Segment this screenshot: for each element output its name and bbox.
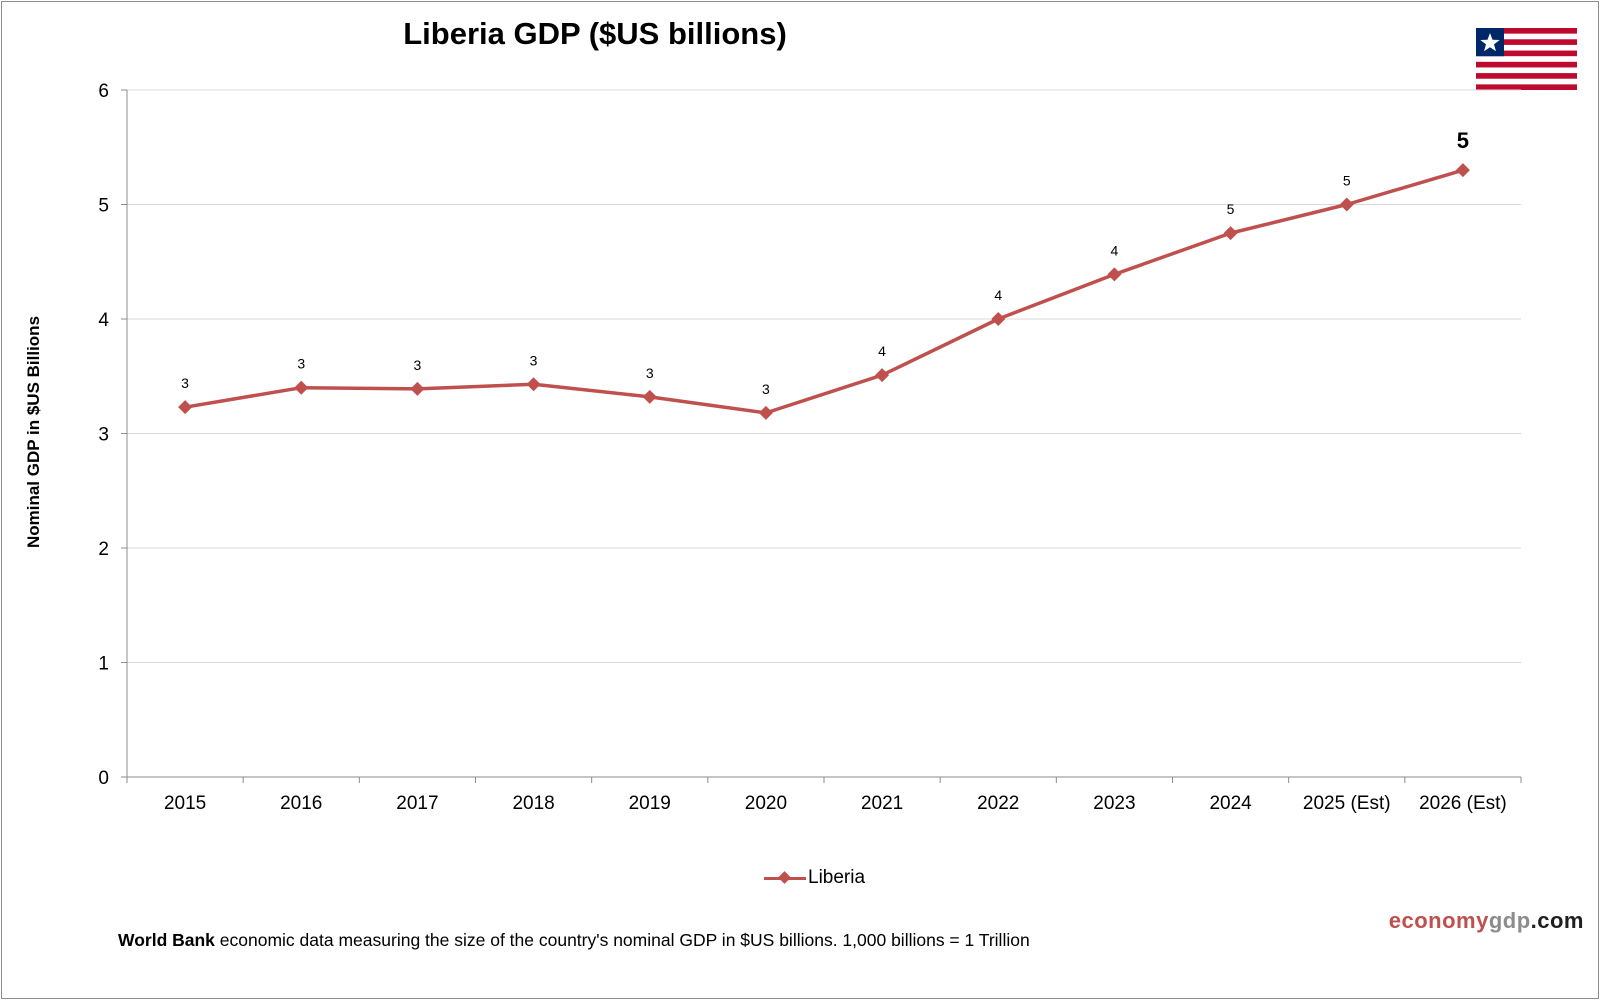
legend: Liberia bbox=[764, 866, 865, 890]
data-label: 4 bbox=[1111, 242, 1119, 258]
brand-part-3: .com bbox=[1530, 908, 1584, 933]
data-point bbox=[410, 381, 425, 396]
x-tick-label: 2020 bbox=[745, 793, 787, 814]
y-tick-label: 5 bbox=[98, 196, 109, 217]
footnote: World Bank economic data measuring the s… bbox=[118, 930, 1030, 951]
y-tick-label: 0 bbox=[98, 768, 109, 789]
series-line bbox=[184, 168, 1464, 415]
liberia-flag-icon bbox=[1476, 28, 1577, 90]
data-point bbox=[1455, 163, 1470, 178]
x-tick-label: 2019 bbox=[629, 793, 671, 814]
data-point bbox=[875, 368, 890, 383]
data-label: 5 bbox=[1227, 201, 1235, 217]
x-tick-label: 2022 bbox=[977, 793, 1019, 814]
data-point bbox=[642, 389, 657, 404]
x-tick-label: 2016 bbox=[280, 793, 322, 814]
data-label: 3 bbox=[181, 375, 189, 391]
y-tick-label: 1 bbox=[98, 654, 109, 675]
data-label: 3 bbox=[530, 352, 538, 368]
data-label: 5 bbox=[1343, 173, 1351, 189]
x-tick-label: 2026 (Est) bbox=[1419, 793, 1507, 814]
data-label: 4 bbox=[878, 343, 886, 359]
y-tick-label: 4 bbox=[98, 310, 109, 331]
x-tick-label: 2024 bbox=[1209, 793, 1252, 814]
x-tick-label: 2018 bbox=[512, 793, 554, 814]
data-point bbox=[1107, 267, 1122, 282]
footnote-source: World Bank bbox=[118, 930, 215, 950]
data-label: 3 bbox=[646, 365, 654, 381]
y-tick-label: 2 bbox=[98, 539, 109, 560]
data-point bbox=[1223, 226, 1238, 241]
x-tick-label: 2023 bbox=[1093, 793, 1135, 814]
data-point bbox=[526, 377, 541, 392]
data-label: 5 bbox=[1457, 128, 1469, 153]
x-tick-label: 2021 bbox=[861, 793, 903, 814]
brand-part-2: gdp bbox=[1488, 908, 1531, 933]
data-label: 3 bbox=[297, 356, 305, 372]
data-point bbox=[991, 312, 1006, 326]
footnote-text: economic data measuring the size of the … bbox=[214, 930, 1030, 950]
data-label: 3 bbox=[414, 357, 422, 373]
data-point bbox=[758, 405, 773, 420]
data-point bbox=[294, 380, 309, 395]
data-label: 3 bbox=[762, 381, 770, 397]
x-tick-label: 2025 (Est) bbox=[1303, 793, 1391, 814]
x-tick-label: 2015 bbox=[164, 793, 206, 814]
brand-logo: economygdp.com bbox=[1389, 908, 1584, 934]
y-tick-label: 6 bbox=[98, 81, 109, 102]
x-tick-label: 2017 bbox=[396, 793, 438, 814]
data-label: 4 bbox=[994, 287, 1002, 303]
data-point bbox=[1339, 197, 1354, 212]
legend-label: Liberia bbox=[808, 867, 866, 888]
y-tick-label: 3 bbox=[98, 425, 109, 446]
legend-line-marker-icon bbox=[764, 868, 806, 888]
chart-title: Liberia GDP ($US billions) bbox=[403, 16, 787, 51]
data-point bbox=[178, 400, 193, 415]
brand-part-1: economy bbox=[1388, 908, 1489, 933]
